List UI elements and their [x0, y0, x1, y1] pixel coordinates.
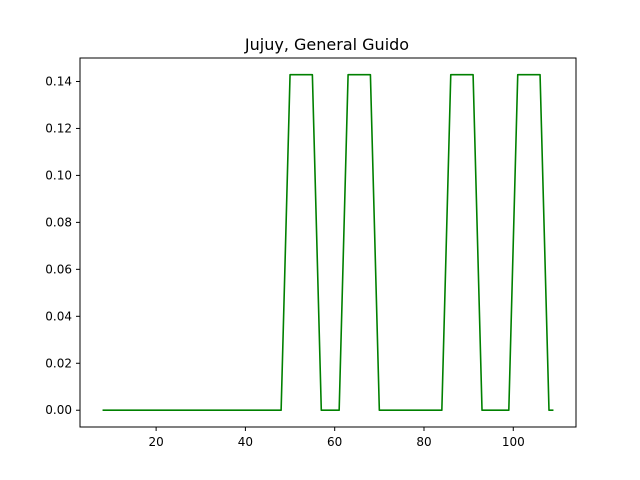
x-tick-label: 40 — [238, 435, 253, 449]
axes-frame — [79, 57, 577, 428]
x-tick-label: 60 — [327, 435, 342, 449]
y-tick-label: 0.08 — [45, 215, 72, 229]
series-line-0 — [102, 73, 554, 412]
y-tick-label: 0.02 — [45, 356, 72, 370]
x-tick-label: 20 — [148, 435, 163, 449]
y-tick-label: 0.00 — [45, 403, 72, 417]
x-tick-label: 100 — [502, 435, 525, 449]
chart-title: Jujuy, General Guido — [244, 35, 409, 54]
y-tick-label: 0.14 — [45, 74, 72, 88]
y-tick-label: 0.12 — [45, 121, 72, 135]
y-tick-label: 0.10 — [45, 168, 72, 182]
x-axis: 20 40 60 80 100 — [148, 427, 525, 449]
plot-area — [102, 73, 554, 412]
x-tick-label: 80 — [416, 435, 431, 449]
y-tick-label: 0.04 — [45, 309, 72, 323]
y-axis: 0.00 0.02 0.04 0.06 0.08 0.10 0.12 0.14 — [45, 74, 80, 417]
y-tick-label: 0.06 — [45, 262, 72, 276]
